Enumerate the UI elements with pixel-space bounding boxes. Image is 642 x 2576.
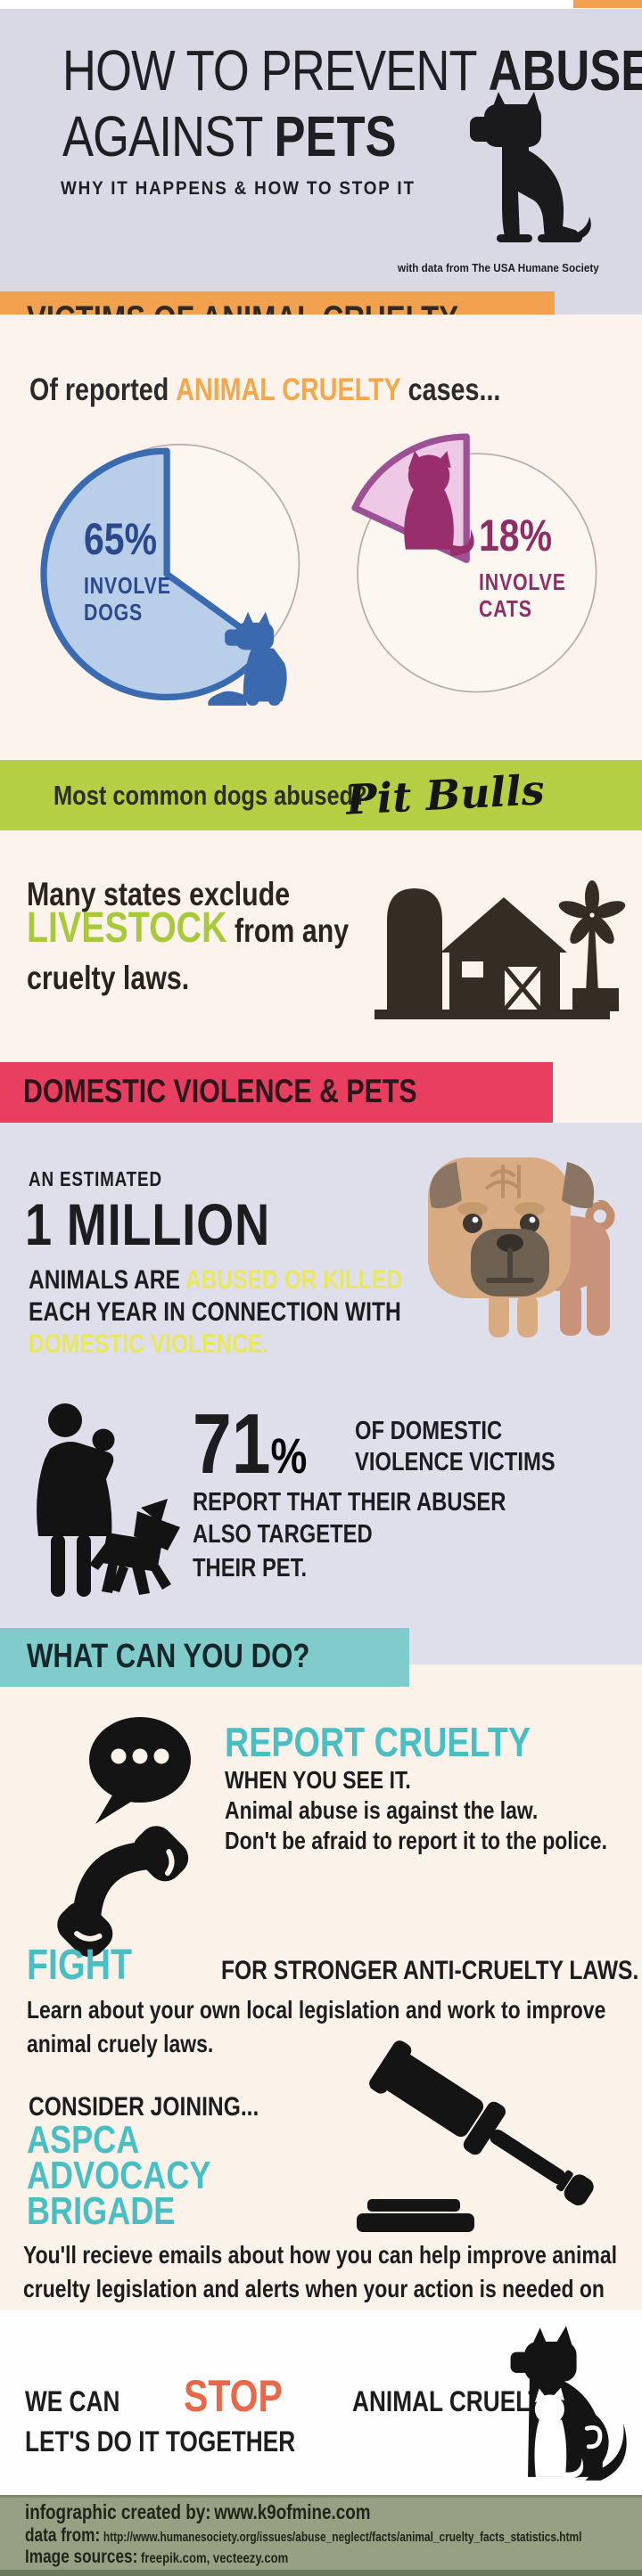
footer-data-url: http://www.humanesociety.org/issues/abus… [103, 2531, 582, 2545]
footer-credit-url: www.k9ofmine.com [214, 2500, 371, 2523]
report-body-line2: Don't be afraid to report it to the poli… [225, 1827, 607, 1854]
closing-line2: LET'S DO IT TOGETHER [25, 2425, 296, 2457]
top-orange-chip [573, 0, 642, 8]
page-title-line1: HOW TO PREVENT ABUSE [62, 38, 642, 102]
report-cruelty-sub: WHEN YOU SEE IT. [225, 1766, 411, 1794]
dogs-pie-chart: 65% INVOLVE DOGS [27, 428, 312, 722]
banner-dv-label: DOMESTIC VIOLENCE & PETS [23, 1073, 417, 1109]
cat-icon [404, 451, 474, 556]
report-body-line1: Animal abuse is against the law. [225, 1796, 539, 1824]
footer-credit-line: infographic created by: www.k9ofmine.com [25, 2500, 371, 2523]
pie-intro-line: Of reported ANIMAL CRUELTY cases... [29, 372, 501, 407]
stat-71-value: 71% [193, 1396, 308, 1492]
stat-71-line1: OF DOMESTIC [355, 1417, 503, 1445]
footer-image-sources: freepik.com, vecteezy.com [140, 2551, 289, 2566]
gavel-icon [357, 2040, 615, 2237]
dogs-pie-labels: 65% INVOLVE DOGS [84, 514, 171, 626]
estimate-line2: EACH YEAR IN CONNECTION WITH [29, 1297, 401, 1327]
speech-bubble-icon [89, 1717, 191, 1824]
footer-data-line: data from: http://www.humanesociety.org/… [25, 2525, 582, 2546]
cats-percent: 18% [479, 511, 553, 560]
estimate-line3: DOMESTIC VIOLENCE. [29, 1329, 269, 1359]
section-banner-domestic-violence: DOMESTIC VIOLENCE & PETS [0, 1062, 553, 1123]
fight-body-line1: Learn about your own local legislation a… [27, 1996, 606, 2024]
join-body-line1: You'll recieve emails about how you can … [23, 2241, 617, 2269]
stop-highlight: STOP [183, 2371, 283, 2421]
pitbulls-question: Most common dogs abused? [54, 780, 367, 811]
fight-body-line2: animal cruely laws. [27, 2030, 214, 2057]
aspca-line3: BRIGADE [27, 2189, 176, 2233]
aspca-line1: ASPCA [27, 2118, 140, 2162]
livestock-line2: LIVESTOCK from any [27, 904, 350, 952]
family-and-dog-icon [27, 1401, 187, 1601]
barn-icon [374, 858, 626, 1023]
dog-icon [208, 611, 287, 706]
fight-heading: FIGHT FOR STRONGER ANTI-CRUELTY LAWS. [27, 1942, 639, 1989]
report-phone-icon [22, 1715, 214, 1958]
closing-line1: WE CAN STOP ANIMAL CRUELTY [25, 2371, 558, 2421]
report-cruelty-title: REPORT CRUELTY [225, 1719, 531, 1765]
section-banner-what-can-you-do: WHAT CAN YOU DO? [0, 1628, 409, 1687]
banner-actions-label: WHAT CAN YOU DO? [27, 1638, 310, 1675]
top-margin-strip [0, 0, 642, 9]
estimate-kicker: AN ESTIMATED [29, 1167, 162, 1190]
page-subtitle: WHY IT HAPPENS & HOW TO STOP IT [61, 178, 416, 199]
aspca-line2: ADVOCACY [27, 2154, 211, 2197]
pug-icon [403, 1152, 626, 1341]
page-title-line2: AGAINST PETS [62, 104, 397, 168]
stat-71-line3: REPORT THAT THEIR ABUSER [193, 1488, 506, 1517]
data-credit: with data from The USA Humane Society [398, 261, 599, 274]
abused-or-killed-highlight: ABUSED OR KILLED [185, 1265, 403, 1295]
great-dane-icon [450, 92, 591, 245]
dogs-percent: 65% [84, 514, 158, 564]
footer [0, 2495, 642, 2576]
stat-71-line5: THEIR PET. [193, 1554, 308, 1582]
livestock-line3: cruelty laws. [27, 960, 190, 996]
cats-pie-chart: 18% INVOLVE CATS [341, 428, 617, 722]
estimate-headline: 1 MILLION [25, 1191, 270, 1257]
footer-bottom-strip [0, 2570, 642, 2576]
dog-and-cat-icon [464, 2324, 629, 2489]
stat-71-line2: VIOLENCE VICTIMS [355, 1448, 556, 1476]
estimate-line1: ANIMALS ARE ABUSED OR KILLED [29, 1265, 403, 1295]
join-body-line2: cruelty legislation and alerts when your… [23, 2275, 605, 2302]
stat-71-line4: ALSO TARGETED [193, 1520, 373, 1549]
livestock-line1: Many states exclude [27, 876, 291, 912]
join-kicker: CONSIDER JOINING... [29, 2092, 259, 2122]
cats-pie-labels: 18% INVOLVE CATS [479, 511, 566, 622]
pie-slice-dogs-65 [40, 447, 270, 700]
footer-images-line: Image sources: freepik.com, vecteezy.com [25, 2547, 289, 2567]
pitbulls-answer: Pit Bulls [344, 765, 546, 824]
pitbulls-banner: Most common dogs abused? Pit Bulls [0, 760, 642, 830]
livestock-highlight: LIVESTOCK [27, 904, 227, 952]
phone-handset-icon [57, 1826, 189, 1958]
